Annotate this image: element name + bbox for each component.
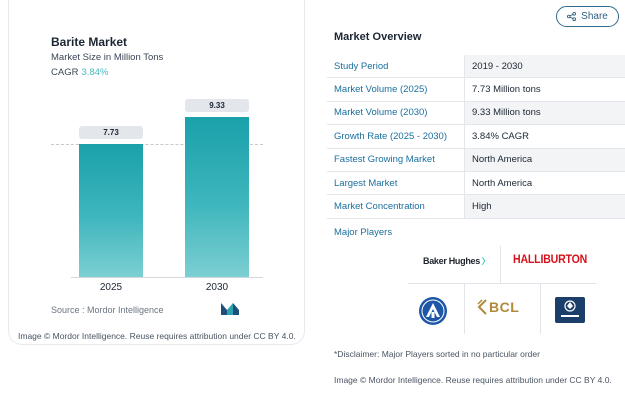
baker-hughes-wordmark: Baker Hughes — [423, 256, 480, 266]
overview-key[interactable]: Fastest Growing Market — [334, 154, 435, 166]
bar-value-label: 7.73 — [79, 126, 143, 140]
x-tick-label: 2030 — [205, 282, 229, 293]
source-note: Source : Mordor Intelligence — [51, 305, 164, 315]
card-title: Barite Market — [51, 35, 128, 49]
overview-key[interactable]: Market Concentration — [334, 201, 425, 213]
x-tick-label: 2025 — [99, 282, 123, 293]
overview-row: Growth Rate (2025 - 2030) 3.84% CAGR — [327, 125, 625, 149]
bar-2025 — [79, 144, 143, 277]
overview-row: Study Period 2019 - 2030 — [327, 55, 625, 79]
logo-grid-divider — [500, 246, 501, 283]
overview-value: 9.33 Million tons — [464, 101, 625, 125]
bar-value-label: 9.33 — [185, 99, 249, 112]
disclaimer: *Disclaimer: Major Players sorted in no … — [334, 349, 540, 359]
halliburton-logo: HALLIBURTON — [513, 252, 588, 266]
overview-value: North America — [464, 148, 625, 171]
overview-row: Largest Market North America — [327, 171, 625, 196]
overview-row: Market Concentration High — [327, 195, 625, 219]
share-button[interactable]: Share — [556, 6, 619, 27]
card-subtitle: Market Size in Million Tons — [51, 52, 164, 63]
mordor-logo-icon — [221, 303, 239, 315]
market-snapshot-card: Barite Market Market Size in Million Ton… — [8, 0, 305, 345]
overview-key[interactable]: Largest Market — [334, 177, 398, 189]
company-emblem-icon — [419, 297, 447, 325]
overview-key[interactable]: Market Volume (2030) — [334, 107, 428, 119]
overview-row: Market Volume (2025) 7.73 Million tons — [327, 78, 625, 102]
overview-title: Market Overview — [334, 31, 422, 43]
bcl-logo: BCL — [476, 299, 519, 315]
attribution-left: Image © Mordor Intelligence. Reuse requi… — [18, 331, 296, 341]
cagr-line: CAGR 3.84% — [51, 67, 108, 78]
overview-value: 3.84% CAGR — [464, 125, 625, 148]
baker-hughes-logo: Baker Hughes — [423, 249, 485, 273]
overview-value: 2019 - 2030 — [464, 55, 625, 78]
overview-key[interactable]: Study Period — [334, 60, 389, 72]
navy-company-logo-icon — [555, 297, 585, 323]
bcl-mark-icon — [477, 299, 487, 315]
overview-value: North America — [464, 171, 625, 195]
overview-key[interactable]: Market Volume (2025) — [334, 84, 428, 96]
logo-grid-divider — [540, 284, 541, 334]
overview-value: 7.73 Million tons — [464, 78, 625, 101]
overview-row: Fastest Growing Market North America — [327, 148, 625, 172]
cagr-label: CAGR — [51, 67, 79, 78]
attribution-right: Image © Mordor Intelligence. Reuse requi… — [334, 375, 612, 385]
share-label: Share — [581, 11, 608, 22]
overview-value: High — [464, 195, 625, 218]
logo-grid-divider — [464, 284, 465, 334]
cagr-value: 3.84% — [81, 67, 109, 78]
overview-row: Market Volume (2030) 9.33 Million tons — [327, 101, 625, 126]
overview-table: Study Period 2019 - 2030 Market Volume (… — [327, 55, 625, 219]
major-players-link[interactable]: Major Players — [334, 227, 393, 238]
bar-2030 — [185, 117, 249, 277]
chart-baseline — [71, 277, 263, 278]
baker-hughes-mark-icon — [481, 256, 485, 266]
bcl-wordmark: BCL — [489, 299, 520, 315]
share-icon — [567, 12, 577, 21]
logo-grid-divider — [408, 283, 596, 284]
bar-chart: 7.73 2025 9.33 2030 — [9, 0, 306, 345]
overview-key[interactable]: Growth Rate (2025 - 2030) — [334, 130, 448, 142]
reference-line — [51, 144, 263, 146]
